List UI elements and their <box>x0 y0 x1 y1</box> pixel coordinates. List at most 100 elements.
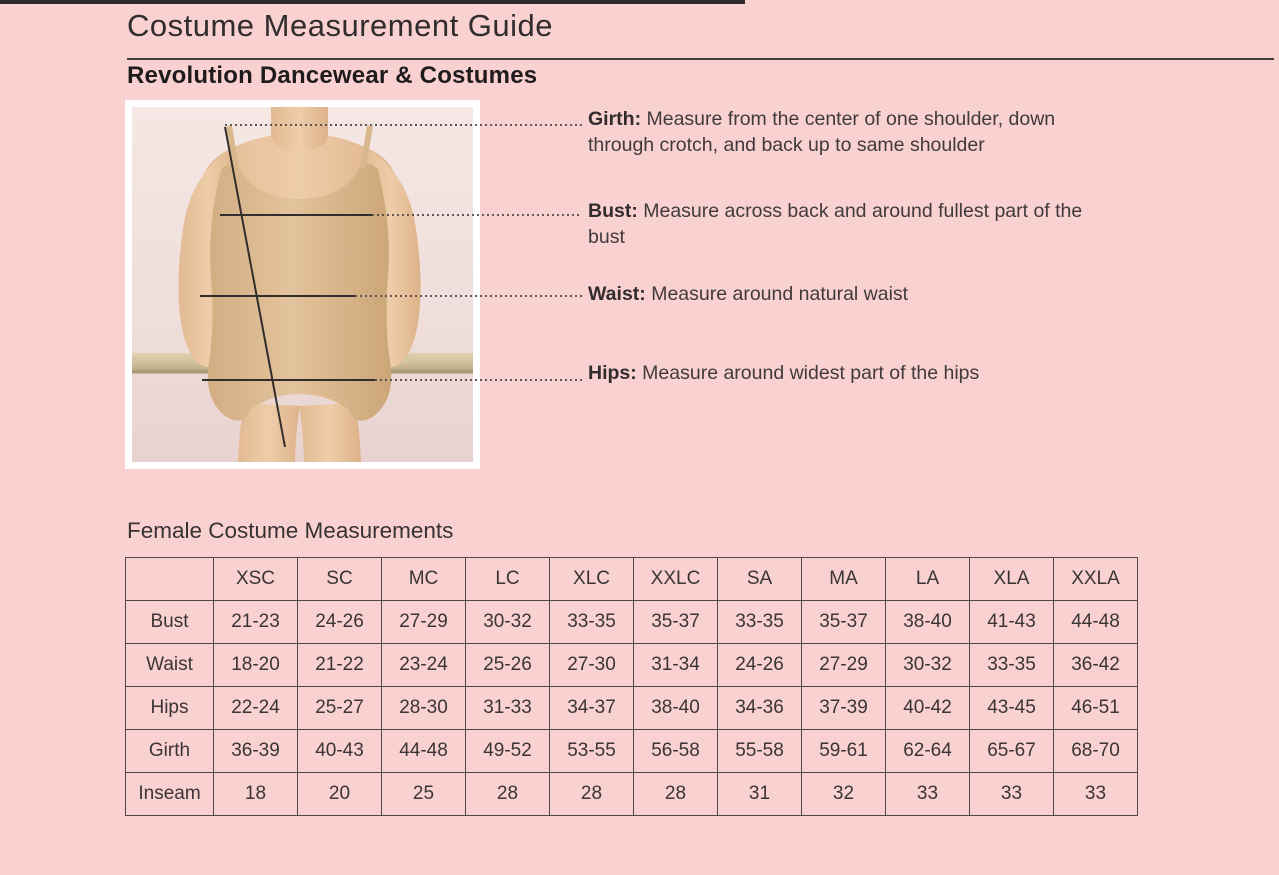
size-column-header: MA <box>801 557 886 601</box>
row-label: Inseam <box>125 772 214 816</box>
table-cell: 59-61 <box>801 729 886 773</box>
table-cell: 18 <box>213 772 298 816</box>
size-column-header: LC <box>465 557 550 601</box>
table-cell: 40-42 <box>885 686 970 730</box>
table-cell: 49-52 <box>465 729 550 773</box>
table-cell: 23-24 <box>381 643 466 687</box>
female-costume-measurements-table: XSC SC MC LC XLC XXLC SA MA LA XLA XXLA Bust 21-23 2… <box>125 557 1138 816</box>
hips-label: Hips: <box>588 362 637 384</box>
table-cell: 30-32 <box>885 643 970 687</box>
dancer-figure <box>132 107 473 462</box>
table-cell: 43-45 <box>969 686 1054 730</box>
dancer-photo <box>132 107 473 462</box>
table-cell: 27-30 <box>549 643 634 687</box>
table-cell: 24-26 <box>717 643 802 687</box>
table-cell: 31 <box>717 772 802 816</box>
table-cell: 68-70 <box>1053 729 1138 773</box>
table-cell: 21-23 <box>213 600 298 644</box>
waist-label: Waist: <box>588 283 646 305</box>
table-corner-cell <box>125 557 214 601</box>
table-cell: 40-43 <box>297 729 382 773</box>
size-column-header: XLA <box>969 557 1054 601</box>
table-cell: 28 <box>465 772 550 816</box>
size-column-header: SA <box>717 557 802 601</box>
girth-description: Measure from the center of one shoulder,… <box>588 108 1056 156</box>
table-cell: 36-39 <box>213 729 298 773</box>
top-edge-strip <box>0 0 745 4</box>
table-cell: 32 <box>801 772 886 816</box>
row-label: Girth <box>125 729 214 773</box>
table-cell: 25 <box>381 772 466 816</box>
hips-description: Measure around widest part of the hips <box>642 362 980 384</box>
table-cell: 27-29 <box>801 643 886 687</box>
table-title: Female Costume Measurements <box>127 518 454 543</box>
size-column-header: XXLA <box>1053 557 1138 601</box>
size-column-header: XLC <box>549 557 634 601</box>
table-cell: 31-34 <box>633 643 718 687</box>
table-cell: 33-35 <box>549 600 634 644</box>
bust-description: Measure across back and around fullest p… <box>588 200 1083 248</box>
table-cell: 33 <box>1053 772 1138 816</box>
size-column-header: XXLC <box>633 557 718 601</box>
table-cell: 65-67 <box>969 729 1054 773</box>
table-cell: 35-37 <box>801 600 886 644</box>
table-cell: 27-29 <box>381 600 466 644</box>
table-cell: 37-39 <box>801 686 886 730</box>
table-cell: 36-42 <box>1053 643 1138 687</box>
table-row: Inseam 18 20 25 28 28 28 31 32 33 33 33 <box>125 772 1138 816</box>
table-body: Bust 21-23 24-26 27-29 30-32 33-35 35-37 33-35 3… <box>125 600 1138 816</box>
table-row: Waist 18-20 21-22 23-24 25-26 27-30 31-34 24-26… <box>125 643 1138 687</box>
table-row: Girth 36-39 40-43 44-48 49-52 53-55 56-58 55-58… <box>125 729 1138 773</box>
table-header-row: XSC SC MC LC XLC XXLC SA MA LA XLA XXLA <box>125 557 1138 601</box>
table-cell: 53-55 <box>549 729 634 773</box>
table-cell: 55-58 <box>717 729 802 773</box>
table-cell: 24-26 <box>297 600 382 644</box>
size-column-header: MC <box>381 557 466 601</box>
table-cell: 33-35 <box>717 600 802 644</box>
title-divider <box>127 58 1274 60</box>
table-row: Hips 22-24 25-27 28-30 31-33 34-37 38-40 34-36 3… <box>125 686 1138 730</box>
table-cell: 44-48 <box>381 729 466 773</box>
table-cell: 18-20 <box>213 643 298 687</box>
table-cell: 34-36 <box>717 686 802 730</box>
table-cell: 56-58 <box>633 729 718 773</box>
table-cell: 44-48 <box>1053 600 1138 644</box>
table-cell: 38-40 <box>885 600 970 644</box>
table-cell: 33 <box>969 772 1054 816</box>
table-cell: 28 <box>633 772 718 816</box>
table-cell: 33 <box>885 772 970 816</box>
table-cell: 31-33 <box>465 686 550 730</box>
table-cell: 33-35 <box>969 643 1054 687</box>
bust-annotation: Bust: Measure across back and around ful… <box>588 198 1093 250</box>
page-title: Costume Measurement Guide <box>127 8 554 43</box>
table-cell: 62-64 <box>885 729 970 773</box>
table-cell: 20 <box>297 772 382 816</box>
row-label: Waist <box>125 643 214 687</box>
size-column-header: SC <box>297 557 382 601</box>
table-cell: 35-37 <box>633 600 718 644</box>
dancer-photo-frame <box>125 100 480 469</box>
row-label: Bust <box>125 600 214 644</box>
table-cell: 22-24 <box>213 686 298 730</box>
waist-annotation: Waist: Measure around natural waist <box>588 281 1093 307</box>
size-column-header: LA <box>885 557 970 601</box>
row-label: Hips <box>125 686 214 730</box>
table-cell: 21-22 <box>297 643 382 687</box>
hips-annotation: Hips: Measure around widest part of the … <box>588 360 1093 386</box>
table-row: Bust 21-23 24-26 27-29 30-32 33-35 35-37 33-35 3… <box>125 600 1138 644</box>
table-cell: 46-51 <box>1053 686 1138 730</box>
girth-label: Girth: <box>588 108 642 130</box>
waist-description: Measure around natural waist <box>651 283 909 305</box>
table-cell: 41-43 <box>969 600 1054 644</box>
table-cell: 25-26 <box>465 643 550 687</box>
size-column-header: XSC <box>213 557 298 601</box>
measurement-diagram <box>125 100 582 470</box>
girth-annotation: Girth: Measure from the center of one sh… <box>588 106 1093 158</box>
bust-label: Bust: <box>588 200 638 222</box>
table-cell: 25-27 <box>297 686 382 730</box>
table-cell: 38-40 <box>633 686 718 730</box>
table-cell: 28-30 <box>381 686 466 730</box>
table-cell: 34-37 <box>549 686 634 730</box>
brand-subtitle: Revolution Dancewear & Costumes <box>127 62 538 89</box>
table-cell: 28 <box>549 772 634 816</box>
